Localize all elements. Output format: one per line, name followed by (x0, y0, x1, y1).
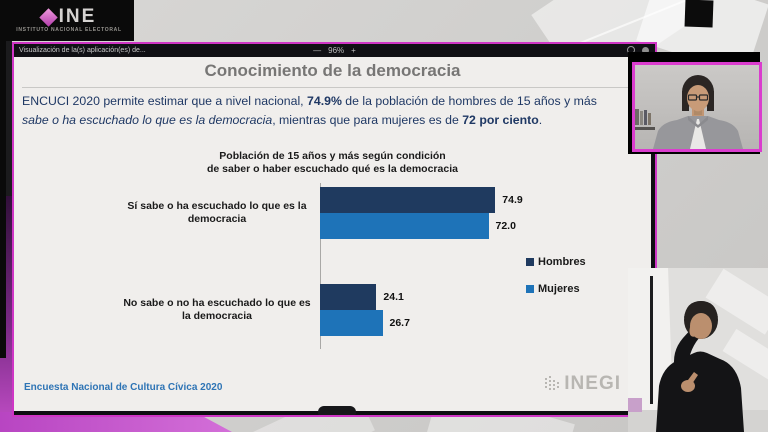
slide: Conocimiento de la democracia ENCUCI 202… (14, 57, 651, 411)
ine-logo-text: INE (58, 6, 97, 27)
legend-item-hombres: Hombres (526, 256, 586, 268)
window-notch-handle[interactable] (318, 406, 356, 415)
paragraph-text: . (538, 113, 543, 127)
paragraph-italic: sabe o ha escuchado lo que es la democra… (22, 113, 273, 127)
webcam-frame (632, 62, 762, 152)
webcam-video (635, 65, 759, 149)
zoom-control: — 96% + (14, 44, 655, 57)
legend-swatch (526, 258, 534, 266)
window-titlebar[interactable]: Visualización de la(s) aplicación(es) de… (14, 44, 655, 57)
chart-legend: Hombres Mujeres (526, 256, 586, 310)
paragraph-text: de la población de hombres de 15 años y … (341, 94, 597, 108)
chart-title-line1: Población de 15 años y más según condici… (219, 150, 446, 162)
screenshare-window: Visualización de la(s) aplicación(es) de… (12, 42, 657, 417)
bar-mujeres (320, 310, 383, 336)
inegi-glyph-icon (545, 376, 560, 390)
bookshelf (635, 109, 655, 130)
ine-diamond-icon (38, 7, 58, 27)
slide-paragraph: ENCUCI 2020 permite estimar que a nivel … (22, 92, 651, 130)
bar-value-label: 74.9 (502, 194, 523, 206)
slide-title: Conocimiento de la democracia (204, 61, 461, 80)
bar-value-label: 72.0 (495, 220, 516, 232)
stat-mujeres: 72 por ciento (462, 113, 539, 127)
bar-mujeres (320, 213, 489, 239)
interpreter-person (656, 301, 744, 432)
category-label: Sí sabe o ha escuchado lo que es la demo… (127, 200, 307, 225)
bar-value-label: 26.7 (389, 317, 410, 329)
zoom-out-button[interactable]: — (313, 46, 322, 55)
bar-hombres (320, 284, 377, 310)
paragraph-text: , mientras que para mujeres es de (272, 113, 463, 127)
slide-footer: Encuesta Nacional de Cultura Cívica 2020 (24, 382, 223, 393)
legend-label: Mujeres (538, 283, 580, 295)
webcam-overlay (626, 50, 766, 156)
category-label: No sabe o no ha escuchado lo que es la d… (123, 297, 311, 322)
chart-title: Población de 15 años y más según condici… (14, 150, 651, 176)
person (653, 75, 743, 149)
window-title: Visualización de la(s) aplicación(es) de… (19, 47, 146, 54)
zoom-in-button[interactable]: + (351, 46, 356, 55)
inegi-logo: INEGI (545, 373, 621, 395)
interpreter-overlay (628, 268, 768, 432)
zoom-level: 96% (328, 46, 345, 55)
ine-subtitle: INSTITUTO NACIONAL ELECTORAL (16, 27, 122, 33)
ine-banner: INE INSTITUTO NACIONAL ELECTORAL (4, 0, 134, 41)
legend-swatch (526, 285, 534, 293)
chart-axis-line (320, 183, 321, 349)
stat-hombres: 74.9% (307, 94, 342, 108)
paragraph-text: ENCUCI 2020 permite estimar que a nivel … (22, 94, 308, 108)
chart-title-line2: de saber o haber escuchado qué es la dem… (207, 163, 458, 175)
slide-title-divider (22, 87, 643, 88)
legend-label: Hombres (538, 256, 586, 268)
left-black-strip (0, 0, 6, 358)
inegi-logo-text: INEGI (564, 373, 621, 394)
bar-value-label: 24.1 (383, 291, 404, 303)
interpreter-video (628, 268, 768, 432)
top-black-box (684, 0, 714, 28)
bar-hombres (320, 187, 496, 213)
legend-item-mujeres: Mujeres (526, 283, 586, 295)
options-icon[interactable] (642, 46, 649, 54)
bottom-magenta-band (0, 412, 232, 432)
